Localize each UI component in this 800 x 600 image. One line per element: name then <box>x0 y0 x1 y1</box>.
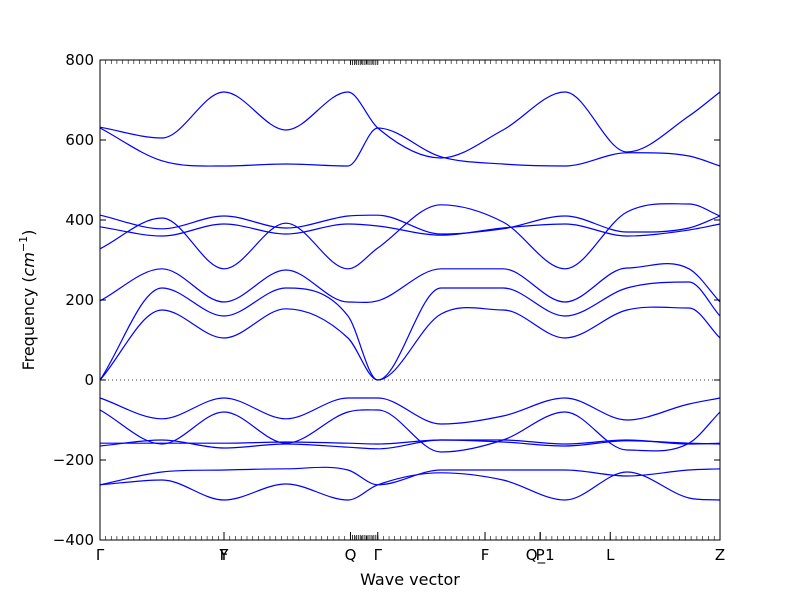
x-tick-label-10: Z <box>715 546 725 564</box>
y-tick-label: 200 <box>65 291 94 309</box>
series-line-6 <box>99 397 721 425</box>
y-tick-label: 400 <box>65 211 94 229</box>
x-axis-label: Wave vector <box>360 570 460 589</box>
x-tick-label-2: Y <box>218 546 229 564</box>
series-line-2 <box>99 466 721 486</box>
y-tick-label: 800 <box>65 51 94 69</box>
series-line-8 <box>99 281 721 381</box>
x-tick-label-7: P <box>536 546 545 564</box>
x-tick-label-5: Γ <box>374 546 383 564</box>
x-tick-label-9: L <box>606 546 615 564</box>
series-line-9 <box>99 263 721 304</box>
x-tick-label-6: F <box>481 546 490 564</box>
series-line-1 <box>99 471 721 501</box>
series-line-5 <box>99 409 721 453</box>
y-tick-label: −400 <box>53 531 94 549</box>
series-line-3 <box>99 439 721 450</box>
series-line-12 <box>99 214 721 235</box>
series-line-14 <box>99 91 721 159</box>
series-line-4 <box>100 439 721 445</box>
series-line-7 <box>99 306 721 381</box>
x-tick-labels: Γ YF Q Γ F PQ_1 L Z <box>96 532 725 565</box>
y-tick-label: 600 <box>65 131 94 149</box>
y-tick-label: 0 <box>84 371 94 389</box>
y-axis: −400 −200 0 200 400 600 800 <box>53 51 720 549</box>
x-tick-label-4: Q <box>345 546 357 564</box>
series-lines <box>99 91 721 501</box>
series-line-13 <box>99 127 721 167</box>
series-line-11 <box>99 223 721 237</box>
y-tick-label: −200 <box>53 451 94 469</box>
x-tick-label-3: F <box>220 546 229 564</box>
plot-frame <box>99 59 721 541</box>
y-axis-label: Frequency (cm−1) <box>17 230 38 371</box>
x-tick-label-8: Q_1 <box>526 546 555 565</box>
x-tick-label-1: Γ <box>96 546 105 564</box>
